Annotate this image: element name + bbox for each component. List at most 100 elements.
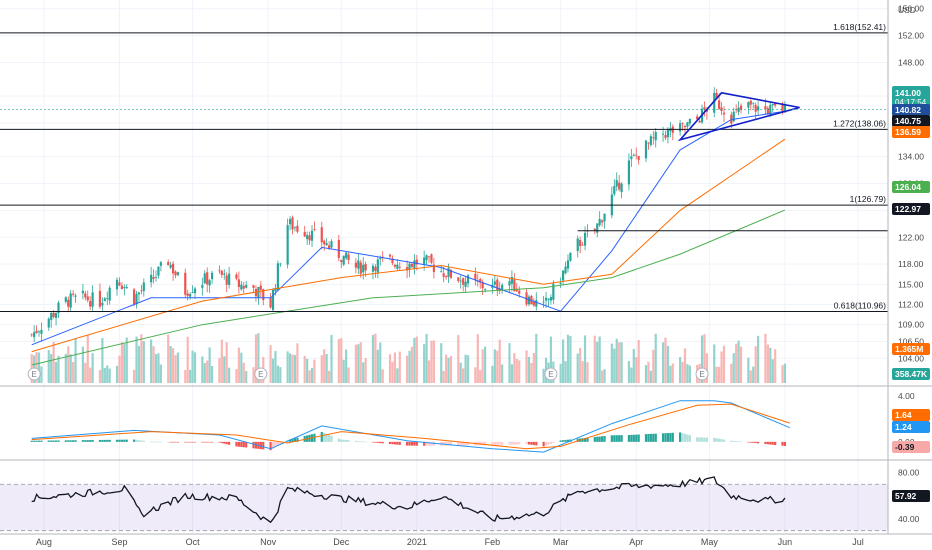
candle-body[interactable]: [423, 257, 426, 265]
macd-histogram-bar[interactable]: [462, 441, 465, 446]
volume-bar[interactable]: [52, 341, 55, 383]
volume-bar[interactable]: [340, 337, 343, 383]
candle-body[interactable]: [474, 273, 477, 280]
macd-histogram-bar[interactable]: [362, 441, 365, 443]
volume-bar[interactable]: [532, 352, 535, 383]
volume-bar[interactable]: [67, 346, 70, 383]
volume-bar[interactable]: [664, 337, 667, 383]
volume-bar[interactable]: [449, 355, 453, 383]
volume-bar[interactable]: [703, 334, 706, 383]
macd-histogram-bar[interactable]: [345, 439, 348, 442]
candle-body[interactable]: [593, 228, 596, 231]
candle-body[interactable]: [440, 271, 443, 273]
macd-histogram-bar[interactable]: [84, 440, 87, 442]
volume-bar[interactable]: [347, 367, 350, 383]
candle-body[interactable]: [637, 156, 640, 160]
candle-body[interactable]: [140, 290, 143, 292]
macd-histogram-bar[interactable]: [508, 441, 511, 445]
candle-body[interactable]: [64, 297, 67, 302]
volume-bar[interactable]: [474, 367, 477, 383]
volume-bar[interactable]: [427, 360, 431, 383]
volume-bar[interactable]: [310, 367, 314, 383]
candle-body[interactable]: [57, 302, 60, 314]
candle-body[interactable]: [125, 287, 128, 289]
macd-histogram-bar[interactable]: [713, 437, 716, 442]
macd-histogram-bar[interactable]: [664, 433, 667, 442]
volume-bar[interactable]: [713, 344, 716, 383]
volume-bar[interactable]: [518, 360, 521, 383]
macd-histogram-bar[interactable]: [364, 441, 367, 443]
candle-body[interactable]: [288, 219, 292, 225]
candle-body[interactable]: [527, 296, 531, 305]
candle-body[interactable]: [279, 263, 282, 265]
macd-histogram-bar[interactable]: [103, 439, 106, 442]
macd-histogram-bar[interactable]: [47, 440, 50, 442]
candle-body[interactable]: [240, 284, 243, 290]
volume-bar[interactable]: [491, 365, 494, 383]
candle-body[interactable]: [781, 103, 784, 113]
volume-bar[interactable]: [715, 366, 718, 383]
volume-bar[interactable]: [666, 345, 670, 383]
macd-histogram-bar[interactable]: [700, 437, 704, 442]
candle-body[interactable]: [513, 279, 516, 292]
macd-histogram-bar[interactable]: [108, 439, 111, 442]
macd-histogram-bar[interactable]: [225, 441, 228, 445]
macd-histogram-bar[interactable]: [618, 435, 621, 442]
volume-bar[interactable]: [132, 369, 136, 383]
macd-histogram-bar[interactable]: [671, 432, 674, 442]
candle-body[interactable]: [72, 293, 75, 295]
candle-body[interactable]: [152, 277, 155, 279]
candle-body[interactable]: [444, 276, 448, 278]
candle-body[interactable]: [91, 292, 94, 307]
macd-histogram-bar[interactable]: [98, 439, 102, 442]
macd-histogram-bar[interactable]: [525, 441, 528, 445]
volume-bar[interactable]: [271, 358, 275, 383]
macd-histogram-bar[interactable]: [189, 441, 192, 443]
volume-bar[interactable]: [186, 336, 189, 383]
macd-histogram-bar[interactable]: [698, 437, 701, 442]
candle-body[interactable]: [159, 262, 162, 266]
volume-bar[interactable]: [54, 361, 58, 383]
candle-body[interactable]: [106, 298, 109, 299]
macd-histogram-bar[interactable]: [347, 440, 350, 442]
macd-histogram-bar[interactable]: [715, 438, 718, 442]
macd-histogram-bar[interactable]: [562, 440, 565, 442]
volume-bar[interactable]: [206, 360, 209, 383]
volume-bar[interactable]: [627, 361, 631, 383]
macd-histogram-bar[interactable]: [732, 440, 735, 442]
macd-histogram-bar[interactable]: [654, 433, 657, 442]
macd-histogram-bar[interactable]: [269, 441, 272, 451]
candle-body[interactable]: [569, 252, 572, 261]
candle-body[interactable]: [371, 265, 375, 272]
volume-bar[interactable]: [464, 354, 467, 383]
candle-body[interactable]: [201, 284, 204, 288]
candle-body[interactable]: [413, 260, 416, 269]
macd-histogram-bar[interactable]: [210, 441, 214, 443]
macd-histogram-bar[interactable]: [142, 440, 145, 442]
candle-body[interactable]: [559, 282, 562, 284]
macd-histogram-bar[interactable]: [444, 441, 448, 446]
volume-bar[interactable]: [123, 343, 126, 383]
candle-body[interactable]: [120, 285, 123, 290]
macd-histogram-bar[interactable]: [747, 441, 750, 443]
candle-body[interactable]: [583, 232, 587, 246]
candle-body[interactable]: [754, 104, 757, 112]
macd-histogram-bar[interactable]: [766, 441, 769, 445]
volume-bar[interactable]: [754, 346, 757, 383]
macd-histogram-bar[interactable]: [154, 441, 158, 443]
volume-bar[interactable]: [601, 370, 604, 383]
candle-body[interactable]: [174, 271, 177, 276]
volume-bar[interactable]: [579, 347, 582, 383]
candle-body[interactable]: [67, 299, 70, 307]
candle-body[interactable]: [764, 106, 767, 109]
volume-bar[interactable]: [159, 364, 162, 383]
candle-body[interactable]: [774, 103, 777, 106]
candle-body[interactable]: [54, 312, 58, 318]
macd-histogram-bar[interactable]: [123, 439, 126, 442]
candle-body[interactable]: [627, 160, 631, 185]
volume-bar[interactable]: [510, 364, 514, 383]
candle-body[interactable]: [686, 122, 689, 127]
candle-body[interactable]: [103, 298, 106, 302]
volume-bar[interactable]: [81, 346, 84, 383]
candle-body[interactable]: [510, 276, 514, 284]
